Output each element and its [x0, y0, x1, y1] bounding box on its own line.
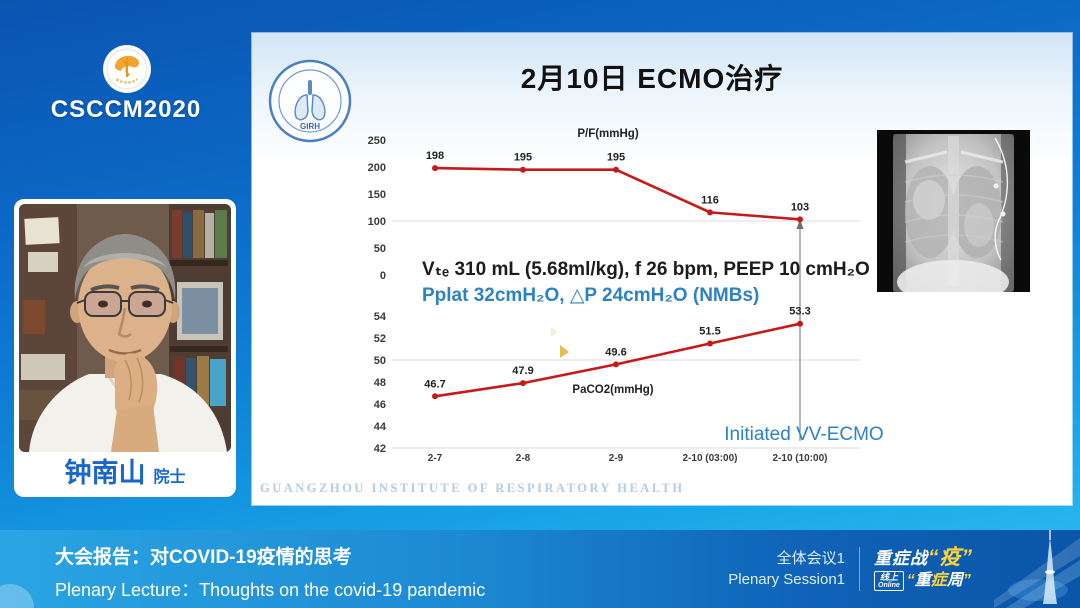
ecmo-initiation-note: Initiated VV-ECMO [724, 424, 884, 445]
paco2-chart-title: PaCO2(mmHg) [572, 384, 653, 396]
paco2-ytick: 42 [374, 443, 386, 455]
vent-settings-line2: Pplat 32cmH₂O, △P 24cmH₂O (NMBs) [422, 285, 760, 306]
presentation-slide: GIRH 2月10日 ECMO治疗 250 200 150 100 50 0 54 52 50 4… [252, 33, 1072, 505]
paco2-data-label: 46.7 [424, 378, 445, 390]
speaker-hair [74, 234, 176, 300]
paco2-ytick: 52 [374, 333, 386, 345]
paco2-line [434, 322, 801, 398]
speaker-video-feed [19, 204, 231, 452]
paco2-data-label: 51.5 [699, 326, 720, 338]
pf-point [520, 166, 526, 173]
pf-point [432, 165, 438, 172]
footer-divider [859, 547, 860, 591]
pf-ytick: 250 [368, 135, 386, 147]
xray-ecg-wire [994, 137, 1009, 261]
ecmo-marker-arrowhead [796, 219, 804, 229]
x-tick-label: 2-8 [516, 453, 531, 464]
paco2-ytick: 46 [374, 399, 386, 411]
pf-point [797, 216, 803, 223]
speaker-video-card: 钟南山 院士 [14, 199, 236, 497]
paco2-ytick: 50 [374, 355, 386, 367]
online-badge: 线上 Online [874, 571, 904, 591]
paco2-point [707, 340, 713, 347]
x-tick-label: 2-9 [609, 453, 624, 464]
pf-data-label: 116 [701, 194, 719, 206]
pf-data-label: 103 [791, 201, 809, 213]
event-logo-line1: 重症战 [874, 549, 928, 568]
speaker-name: 钟南山 [64, 458, 146, 488]
pf-data-label: 195 [514, 152, 532, 164]
lecture-title-zh: 大会报告：对COVID-19疫情的思考 [55, 547, 352, 568]
footer-bar: 大会报告：对COVID-19疫情的思考 Plenary Lecture：Thou… [0, 530, 1080, 608]
paco2-data-label: 49.6 [605, 346, 626, 358]
slide-title: 2月10日 ECMO治疗 [520, 63, 784, 94]
pf-ytick: 50 [374, 243, 386, 255]
xray-spine [948, 136, 959, 286]
pf-ytick: 100 [368, 216, 386, 228]
pf-chart-title: P/F(mmHg) [577, 128, 639, 140]
event-logo: 重症战“疫” 线上 Online “重症周” [874, 546, 973, 591]
pf-point [613, 166, 619, 173]
session-label-zh: 全体会议1 [776, 550, 845, 567]
paco2-data-label: 47.9 [512, 365, 533, 377]
pointer-cursor-icon [560, 345, 569, 358]
institute-watermark: GUANGZHOU INSTITUTE OF RESPIRATORY HEALT… [260, 481, 685, 495]
paco2-ytick: 54 [374, 311, 387, 323]
chest-xray-image [877, 130, 1030, 292]
speaker-hand [114, 353, 158, 422]
pointer-cursor-ghost [551, 327, 558, 337]
lecture-title-block: 大会报告：对COVID-19疫情的思考 Plenary Lecture：Thou… [55, 542, 485, 602]
paco2-ytick: 44 [374, 421, 387, 433]
session-block: 全体会议1 Plenary Session1 重症战“疫” 线上 Online “… [728, 530, 1080, 608]
speaker-name-row: 钟南山 院士 [14, 451, 236, 490]
x-tick-label: 2-7 [428, 453, 443, 464]
paco2-point [797, 320, 803, 327]
xray-diaphragm [897, 260, 1009, 292]
paco2-ytick: 48 [374, 377, 386, 389]
speaker-title: 院士 [153, 469, 186, 486]
pf-ytick: 0 [380, 270, 386, 282]
pf-ytick: 150 [368, 189, 386, 201]
tower-graphic [994, 530, 1080, 608]
event-logo-line2: “重症周” [906, 572, 971, 589]
session-label-en: Plenary Session1 [728, 571, 845, 588]
pf-line [434, 166, 801, 221]
session-label: 全体会议1 Plenary Session1 [728, 548, 845, 590]
pf-data-label: 198 [426, 150, 444, 162]
cma-logo-icon [103, 45, 151, 93]
x-tick-label: 2-10 (10:00) [772, 453, 827, 464]
speaker-face [78, 250, 172, 362]
pf-ytick: 200 [368, 162, 386, 174]
girh-logo-text: GIRH [300, 122, 320, 131]
vent-settings-annotation: Vₜₑ 310 mL (5.68ml/kg), f 26 bpm, PEEP 1… [422, 257, 902, 309]
x-tick-label: 2-10 (03:00) [682, 453, 737, 464]
vent-settings-line1: Vₜₑ 310 mL (5.68ml/kg), f 26 bpm, PEEP 1… [422, 259, 870, 280]
girh-logo-icon: GIRH [268, 59, 352, 143]
lecture-title-en: Plenary Lecture：Thoughts on the covid-19… [55, 580, 486, 600]
paco2-point [432, 393, 438, 400]
paco2-point [520, 380, 526, 387]
pf-point [707, 209, 713, 216]
paco2-point [613, 361, 619, 368]
pf-data-label: 195 [607, 152, 625, 164]
conference-name: CSCCM2020 [50, 96, 202, 123]
